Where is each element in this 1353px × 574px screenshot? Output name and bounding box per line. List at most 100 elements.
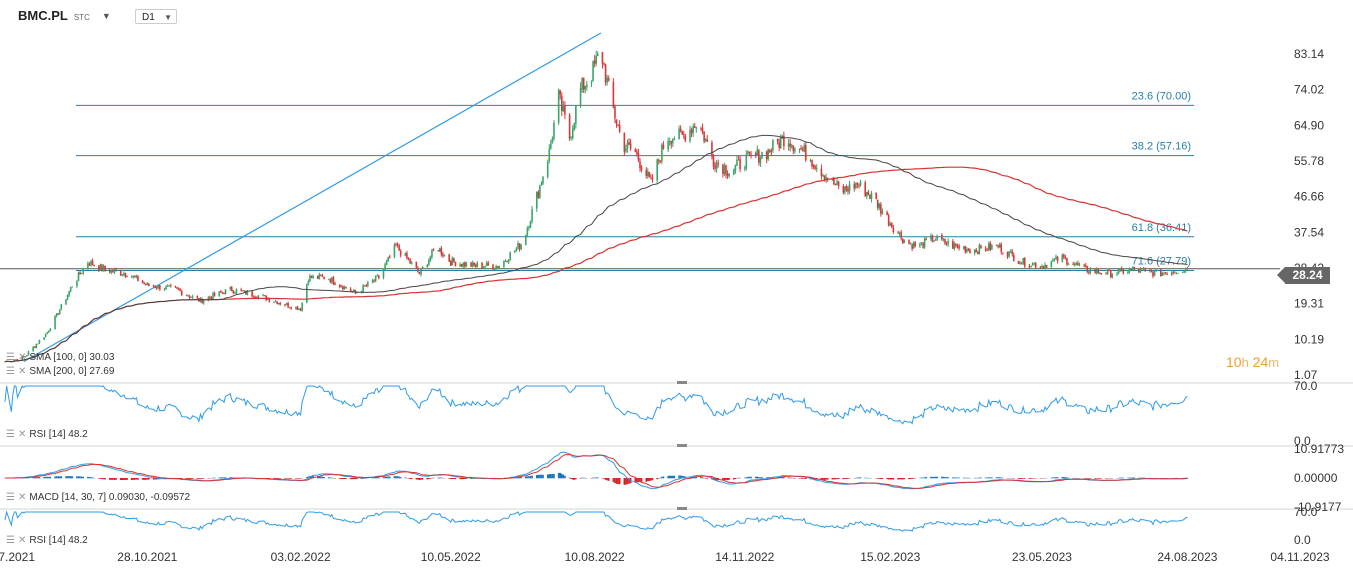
candle-body	[1139, 268, 1142, 273]
candle-body	[901, 238, 904, 244]
candle-body	[596, 53, 599, 57]
candle-body	[1012, 254, 1015, 261]
candle-body	[1086, 266, 1089, 273]
candle-body	[991, 245, 993, 250]
candle-body	[978, 244, 981, 254]
y-tick-label: 55.78	[1294, 154, 1324, 168]
macd-histogram-bar	[743, 477, 746, 479]
macd-histogram-bar	[102, 478, 105, 480]
candle-body	[1041, 265, 1043, 268]
macd-histogram-bar	[395, 476, 397, 479]
macd-histogram-bar	[124, 478, 127, 481]
macd-histogram-bar	[837, 478, 840, 480]
sma100-legend[interactable]: ☰ ✕ SMA [100, 0] 30.03	[6, 352, 114, 363]
chevron-down-icon[interactable]: ▼	[164, 13, 172, 22]
candle-body	[174, 286, 177, 288]
macd-histogram-bar	[745, 477, 748, 479]
macd-histogram-bar	[460, 478, 463, 480]
symbol-header[interactable]: BMC.PL STC ▼	[18, 8, 111, 23]
macd-histogram-bar	[418, 478, 421, 480]
candle-body	[1044, 264, 1046, 269]
macd-histogram-bar	[966, 477, 968, 479]
candle-body	[575, 105, 577, 124]
candle-body	[453, 257, 455, 263]
macd-histogram-bar	[284, 478, 286, 479]
settings-icon[interactable]: ☰	[6, 492, 15, 503]
close-icon[interactable]: ✕	[17, 352, 27, 363]
candle-body	[1064, 257, 1067, 258]
candle-body	[393, 244, 396, 257]
candle-body	[1045, 264, 1048, 268]
candle-body	[714, 165, 716, 169]
candle-body	[451, 258, 454, 266]
candle-body	[1127, 271, 1129, 274]
macd-histogram-bar	[673, 475, 676, 479]
candle-body	[1000, 244, 1003, 253]
candle-body	[1075, 262, 1078, 265]
candle-body	[842, 186, 845, 193]
candle-body	[279, 302, 282, 305]
close-icon[interactable]: ✕	[17, 535, 27, 546]
candle-body	[1108, 269, 1110, 271]
settings-icon[interactable]: ☰	[6, 535, 15, 546]
candle-body	[670, 141, 673, 145]
symbol-name[interactable]: BMC.PL	[18, 8, 68, 23]
macd-histogram-bar	[625, 478, 627, 485]
macd-histogram-bar	[903, 478, 906, 480]
candle-body	[154, 286, 156, 288]
candle-body	[112, 270, 114, 272]
macd-histogram-bar	[385, 476, 388, 479]
macd-histogram-bar	[570, 478, 572, 480]
candle-body	[476, 263, 479, 267]
macd-histogram-bar	[537, 474, 540, 479]
candle-body	[262, 295, 264, 296]
macd-histogram-bar	[761, 477, 763, 479]
macd-histogram-bar	[69, 476, 72, 479]
candle-body	[79, 272, 81, 274]
candle-body	[148, 283, 150, 286]
macd-histogram-bar	[559, 472, 562, 479]
rsi2-legend[interactable]: ☰ ✕ RSI [14] 48.2	[6, 535, 88, 546]
macd-histogram-bar	[417, 478, 419, 480]
close-icon[interactable]: ✕	[17, 492, 27, 503]
rsi-legend[interactable]: ☰ ✕ RSI [14] 48.2	[6, 429, 88, 440]
candle-body	[812, 165, 815, 167]
macd-histogram-bar	[1056, 477, 1059, 479]
candle-body	[1186, 268, 1189, 270]
macd-histogram-bar	[922, 477, 924, 479]
candle-body	[288, 307, 291, 309]
macd-histogram-bar	[82, 476, 85, 479]
macd-histogram-bar	[551, 474, 554, 479]
settings-icon[interactable]: ☰	[6, 429, 15, 440]
candle-body	[1106, 270, 1109, 275]
close-icon[interactable]: ✕	[17, 429, 27, 440]
candle-body	[537, 191, 540, 198]
macd-histogram-bar	[765, 477, 768, 479]
sma200-legend[interactable]: ☰ ✕ SMA [200, 0] 27.69	[6, 366, 114, 377]
macd-histogram-bar	[856, 477, 859, 479]
macd-histogram-bar	[387, 476, 389, 479]
close-icon[interactable]: ✕	[17, 366, 27, 377]
macd-histogram-bar	[1127, 477, 1129, 479]
macd-legend[interactable]: ☰ ✕ MACD [14, 30, 7] 0.09030, -0.09572	[6, 492, 190, 503]
candle-body	[1141, 268, 1143, 270]
candle-body	[1019, 263, 1021, 265]
candle-body	[1020, 263, 1023, 265]
macd-histogram-bar	[1122, 477, 1125, 479]
chevron-down-icon[interactable]: ▼	[101, 10, 111, 21]
settings-icon[interactable]: ☰	[6, 352, 15, 363]
settings-icon[interactable]: ☰	[6, 366, 15, 377]
candle-body	[49, 328, 52, 332]
candle-body	[290, 307, 293, 309]
candle-body	[945, 243, 948, 245]
candle-body	[717, 163, 719, 165]
macd-histogram-bar	[834, 478, 837, 480]
candle-body	[144, 283, 147, 285]
candle-body	[969, 249, 971, 253]
timeframe-select[interactable]: D1 ▼	[135, 9, 177, 24]
macd-histogram-bar	[548, 474, 551, 479]
macd-tick-label: -10.9177	[1294, 500, 1342, 514]
candle-body	[562, 106, 565, 112]
macd-histogram-bar	[986, 477, 988, 479]
